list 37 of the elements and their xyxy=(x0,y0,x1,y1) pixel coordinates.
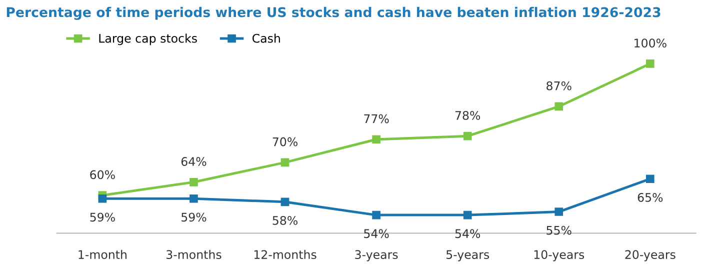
point xyxy=(463,132,472,140)
x-tick-label: 5-years xyxy=(446,250,490,262)
x-tick-label: 10-years xyxy=(534,250,584,262)
point xyxy=(372,135,380,144)
point xyxy=(554,102,564,111)
data-label: 55% xyxy=(546,226,572,235)
data-label: 59% xyxy=(182,212,206,222)
x-tick-label: 1-month xyxy=(78,250,126,260)
point xyxy=(554,208,564,216)
data-label: 54% xyxy=(455,229,480,238)
data-label: 78% xyxy=(455,110,480,120)
legend-label: Large cap stocks xyxy=(99,34,197,46)
point xyxy=(646,60,654,68)
data-label: 64% xyxy=(181,157,206,166)
point xyxy=(372,210,380,220)
x-tick-label: 20-years xyxy=(625,250,676,262)
point xyxy=(646,174,654,184)
x-tick-label: 3-years xyxy=(355,250,398,262)
point xyxy=(280,198,290,206)
data-label: 59% xyxy=(90,212,115,222)
data-label: 54% xyxy=(364,229,389,238)
point xyxy=(98,194,107,203)
data-label: 60% xyxy=(90,170,115,180)
data-label: 77% xyxy=(364,114,389,124)
point xyxy=(190,178,198,186)
data-label: 65% xyxy=(638,192,663,202)
x-tick-label: 12-months xyxy=(254,250,316,260)
chart-title: Percentage of time periods where US stocks and cash have beaten inflation 1926-2023 xyxy=(6,6,660,20)
data-label: 70% xyxy=(272,137,298,146)
data-label: 87% xyxy=(546,81,572,90)
point xyxy=(463,210,472,220)
data-label: 100% xyxy=(634,38,666,48)
legend-label: Cash xyxy=(252,34,280,43)
x-tick-label: 3-months xyxy=(166,250,222,260)
data-label: 58% xyxy=(272,216,298,225)
point xyxy=(280,158,290,167)
point xyxy=(190,194,198,203)
